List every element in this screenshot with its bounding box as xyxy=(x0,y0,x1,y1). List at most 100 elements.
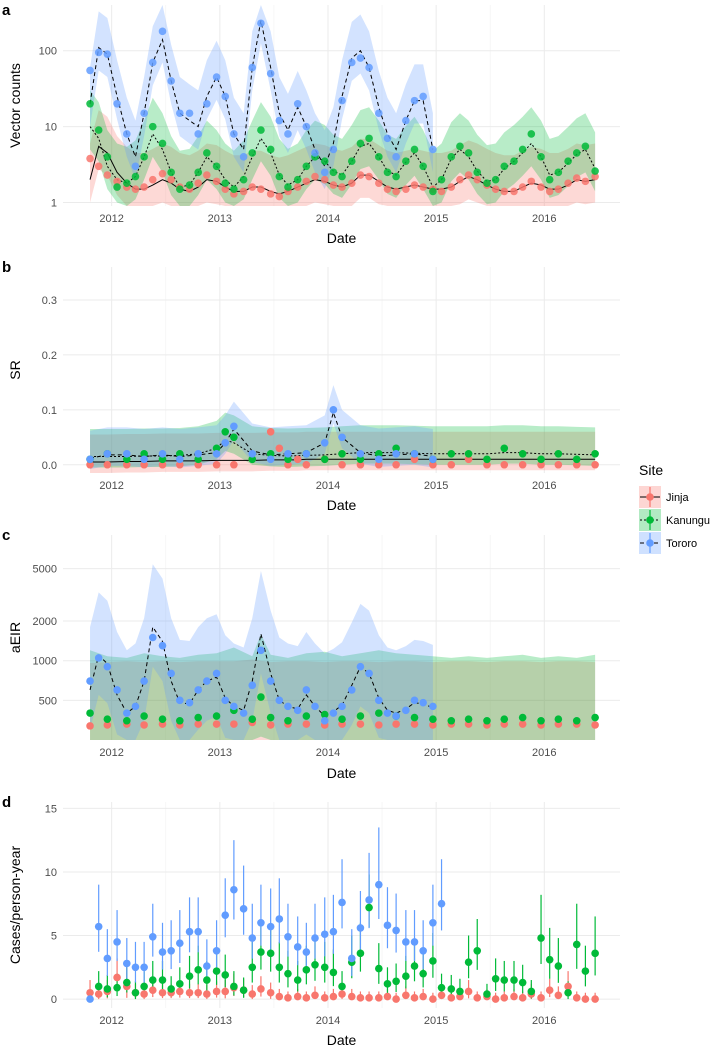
point-jinja xyxy=(500,187,509,196)
point-tororo xyxy=(402,706,410,715)
point-jinja xyxy=(518,720,527,728)
x-tick-label: 2015 xyxy=(424,747,448,759)
point-jinja xyxy=(564,982,572,991)
point-jinja xyxy=(429,460,437,469)
point-kanungu xyxy=(338,449,346,458)
y-tick-label: 0.3 xyxy=(42,295,57,307)
point-jinja xyxy=(212,720,221,728)
point-kanungu xyxy=(320,157,329,166)
point-tororo xyxy=(221,438,230,447)
point-tororo xyxy=(86,66,94,75)
point-jinja xyxy=(86,460,94,469)
point-kanungu xyxy=(239,986,248,994)
point-tororo xyxy=(429,145,437,154)
y-tick-label: 0.0 xyxy=(42,460,57,472)
x-tick-label: 2013 xyxy=(208,1015,232,1027)
point-jinja xyxy=(537,460,545,469)
point-jinja xyxy=(429,995,437,1003)
point-tororo xyxy=(293,99,302,108)
point-kanungu xyxy=(572,149,581,157)
point-jinja xyxy=(140,460,148,469)
point-jinja xyxy=(293,992,302,1001)
point-tororo xyxy=(230,130,238,138)
point-kanungu xyxy=(320,455,329,464)
point-tororo xyxy=(284,449,292,458)
point-jinja xyxy=(383,992,392,1001)
point-kanungu xyxy=(402,157,410,166)
point-jinja xyxy=(473,994,482,1002)
point-jinja xyxy=(410,994,419,1002)
point-jinja xyxy=(203,171,211,179)
point-tororo xyxy=(123,449,131,458)
point-tororo xyxy=(176,109,184,118)
point-kanungu xyxy=(591,449,599,458)
point-kanungu xyxy=(212,444,221,453)
point-jinja xyxy=(518,994,527,1002)
point-kanungu xyxy=(284,969,292,978)
point-tororo xyxy=(167,77,175,85)
point-kanungu xyxy=(338,982,346,991)
point-kanungu xyxy=(383,168,392,177)
point-kanungu xyxy=(554,962,563,970)
point-tororo xyxy=(284,702,292,711)
tick-labels: 2012 2013 2014 2015 2016 500 1000 2000 5000 xyxy=(33,564,557,759)
point-tororo xyxy=(194,449,202,458)
point-kanungu xyxy=(464,958,473,967)
point-tororo xyxy=(266,455,275,464)
x-tick-label: 2012 xyxy=(99,213,123,225)
point-kanungu xyxy=(527,130,536,138)
point-jinja xyxy=(464,987,473,996)
panel-letter: b xyxy=(2,259,11,276)
point-jinja xyxy=(212,460,221,469)
point-jinja xyxy=(500,994,509,1002)
point-kanungu xyxy=(518,449,527,458)
point-jinja xyxy=(347,179,356,187)
tick-labels: 2012 2013 2014 2015 2016 0 5 10 15 xyxy=(45,803,557,1027)
point-tororo xyxy=(302,686,311,694)
point-kanungu xyxy=(221,179,230,187)
point-tororo xyxy=(257,919,265,927)
point-jinja xyxy=(537,183,545,191)
point-tororo xyxy=(293,943,302,951)
point-jinja xyxy=(375,994,383,1002)
point-kanungu xyxy=(158,139,167,148)
point-kanungu xyxy=(203,149,211,157)
point-jinja xyxy=(103,171,112,179)
x-tick-label: 2014 xyxy=(316,480,340,492)
point-tororo xyxy=(320,438,329,447)
point-kanungu xyxy=(419,969,427,978)
point-kanungu xyxy=(284,183,292,191)
point-tororo xyxy=(347,58,356,67)
point-tororo xyxy=(284,932,292,941)
point-tororo xyxy=(176,696,184,705)
point-kanungu xyxy=(447,716,456,725)
point-kanungu xyxy=(257,948,265,956)
point-tororo xyxy=(94,48,103,57)
point-tororo xyxy=(365,63,373,72)
point-jinja xyxy=(131,185,140,193)
point-kanungu xyxy=(437,983,446,992)
point-tororo xyxy=(338,96,346,105)
point-tororo xyxy=(158,27,167,36)
legend-item-jinja: Jinja xyxy=(639,486,690,508)
point-jinja xyxy=(194,720,202,728)
point-jinja xyxy=(194,988,202,997)
point-jinja xyxy=(581,177,590,186)
point-tororo xyxy=(140,455,148,464)
point-tororo xyxy=(347,686,356,694)
point-tororo xyxy=(293,706,302,715)
point-tororo xyxy=(158,449,167,458)
point-jinja xyxy=(383,185,392,193)
point-tororo xyxy=(123,130,131,138)
point-tororo xyxy=(320,168,329,177)
point-tororo xyxy=(230,702,238,711)
point-tororo xyxy=(167,946,175,955)
panel-b: b 2012 2013 2014 2015 2016 0.0 0.1 0.2 0.3 Date SR xyxy=(2,259,620,513)
point-jinja xyxy=(221,987,230,996)
x-tick-label: 2015 xyxy=(424,480,448,492)
y-tick-label: 500 xyxy=(39,695,57,707)
fit-lines xyxy=(89,625,434,717)
y-axis-title: Cases/person-year xyxy=(7,846,23,965)
point-kanungu xyxy=(140,712,148,720)
y-tick-label: 0.2 xyxy=(42,350,57,362)
